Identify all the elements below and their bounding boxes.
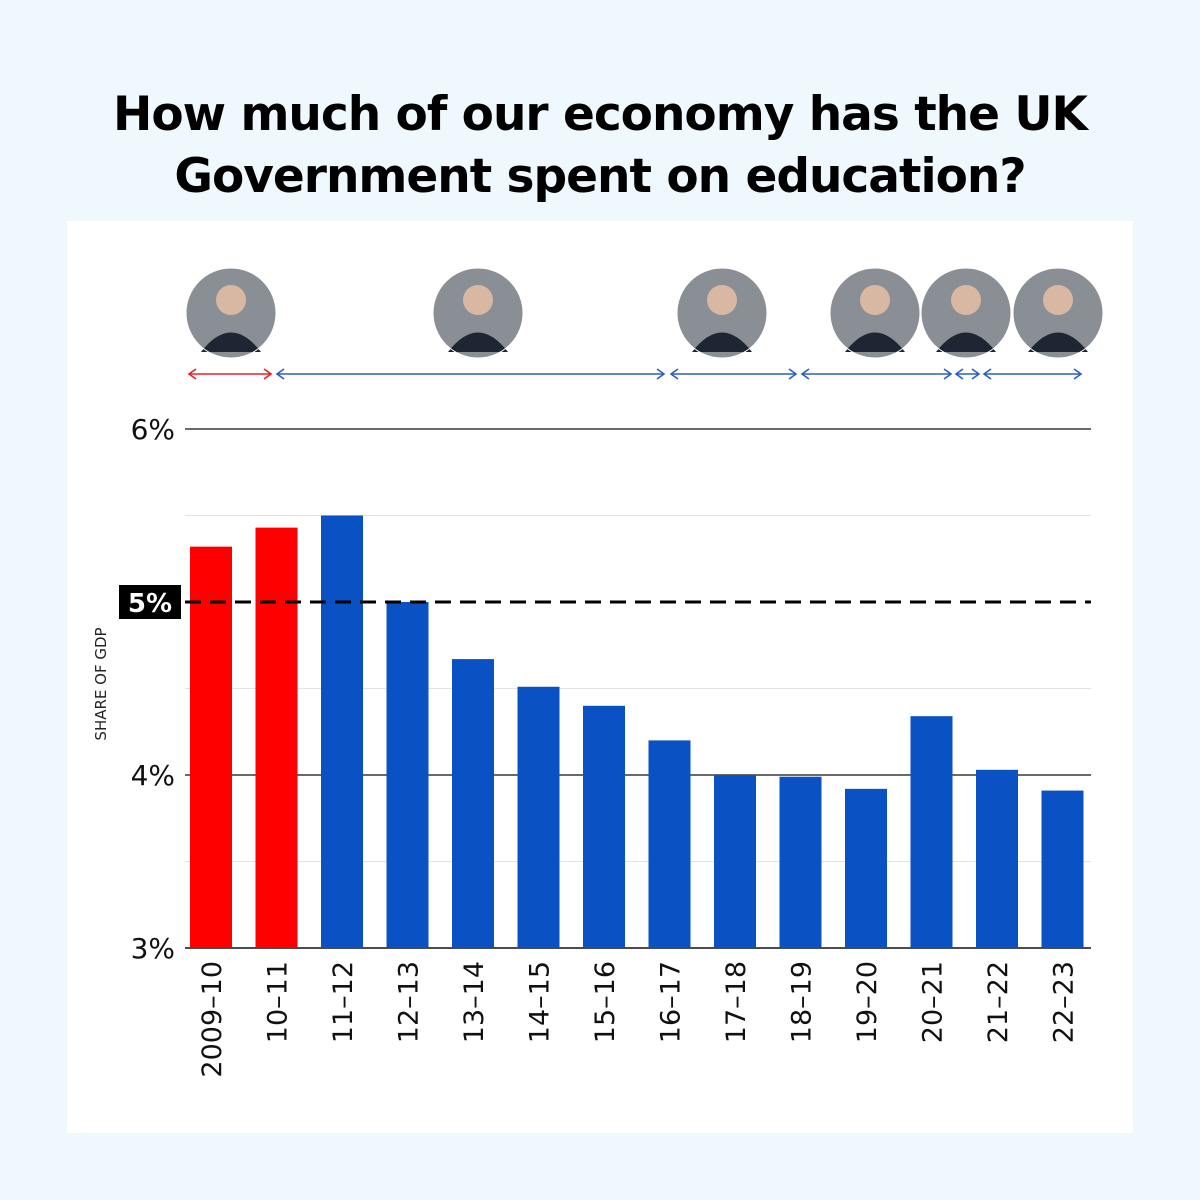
- x-tick-label: 16–17: [656, 961, 687, 1043]
- bar-19–20: [845, 788, 887, 948]
- tenure-arrow-head-right: [943, 368, 953, 380]
- tenure-arrow-head-left: [669, 368, 679, 380]
- prime-minister-portrait-1-face: [216, 285, 246, 315]
- x-tick-label: 21–22: [983, 961, 1014, 1043]
- x-tick-label: 13–14: [459, 961, 490, 1043]
- x-tick-label: 18–19: [787, 961, 818, 1043]
- prime-minister-portrait-3-face: [707, 285, 737, 315]
- x-tick-label: 11–12: [328, 961, 359, 1043]
- tenure-arrow-head-right: [788, 368, 798, 380]
- y-tick-label: 4%: [131, 759, 175, 792]
- prime-minister-portrait-2-face: [463, 285, 493, 315]
- tenure-arrow-head-right: [1073, 368, 1083, 380]
- bar-10–11: [255, 527, 298, 948]
- prime-minister-portrait-6: [1012, 267, 1104, 359]
- y-axis-title: SHARE OF GDP: [92, 627, 110, 740]
- prime-minister-portrait-2-shoulders: [448, 332, 508, 352]
- tenure-arrow-head-left: [954, 368, 964, 380]
- prime-minister-portrait-5: [920, 267, 1012, 359]
- x-tick-label: 10–11: [263, 961, 294, 1043]
- bar-13–14: [452, 659, 494, 948]
- bar-2009–10: [190, 546, 232, 948]
- prime-minister-portrait-4-shoulders: [845, 332, 905, 352]
- x-tick-label: 12–13: [394, 961, 425, 1043]
- tenure-arrow-head-right: [971, 368, 981, 380]
- prime-minister-portrait-5-shoulders: [936, 332, 996, 352]
- bar-chart: 3% 4% 5% 6% SHARE OF GDP 2009–10 10–11 11–12 12–…: [92, 267, 1104, 1078]
- y-tick-label: 3%: [131, 932, 175, 965]
- tenure-arrow-head-left: [187, 368, 197, 380]
- bar-12–13: [386, 602, 429, 948]
- x-tick-label: 20–21: [918, 961, 949, 1043]
- bar-18–19: [779, 776, 822, 948]
- prime-minister-portrait-2: [432, 267, 524, 359]
- title-line-2: Government spent on education?: [174, 149, 1026, 204]
- chart-card: 3% 4% 5% 6% SHARE OF GDP 2009–10 10–11 11–12 12–…: [67, 221, 1133, 1133]
- x-tick-label: 14–15: [525, 961, 556, 1043]
- highlight-tick-box: [119, 585, 181, 619]
- bar-21–22: [976, 769, 1018, 948]
- tenure-arrow-head-left: [800, 368, 810, 380]
- bar-17–18: [714, 775, 756, 948]
- prime-minister-portrait-5-face: [951, 285, 981, 315]
- prime-minister-portrait-4-face: [860, 285, 890, 315]
- x-tick-label: 15–16: [590, 961, 621, 1043]
- prime-minister-portrait-3: [676, 267, 768, 359]
- bar-20–21: [910, 716, 953, 948]
- prime-minister-portrait-3-shoulders: [692, 332, 752, 352]
- tenure-arrow-head-left: [275, 368, 285, 380]
- bar-22–23: [1041, 790, 1084, 948]
- tenure-arrow-head-right: [263, 368, 273, 380]
- x-tick-label: 22–23: [1049, 961, 1080, 1043]
- x-tick-label: 19–20: [852, 961, 883, 1043]
- x-tick-label: 2009–10: [197, 961, 228, 1078]
- x-tick-label: 17–18: [721, 961, 752, 1043]
- page-title: How much of our economy has the UK Gover…: [0, 84, 1200, 208]
- prime-minister-portrait-4: [829, 267, 921, 359]
- prime-minister-portrait-6-face: [1043, 285, 1073, 315]
- bar-11–12: [321, 515, 363, 948]
- y-tick-label: 6%: [131, 413, 175, 446]
- bar-14–15: [517, 686, 560, 948]
- prime-minister-portrait-6-shoulders: [1028, 332, 1088, 352]
- prime-minister-portrait-1: [185, 267, 277, 359]
- bar-15–16: [583, 705, 625, 948]
- prime-minister-portrait-1-shoulders: [201, 332, 261, 352]
- tenure-arrow-head-right: [656, 368, 666, 380]
- bar-16–17: [648, 740, 691, 948]
- tenure-arrow-head-left: [982, 368, 992, 380]
- y-tick-label: 5%: [128, 589, 172, 619]
- title-line-1: How much of our economy has the UK: [113, 87, 1088, 142]
